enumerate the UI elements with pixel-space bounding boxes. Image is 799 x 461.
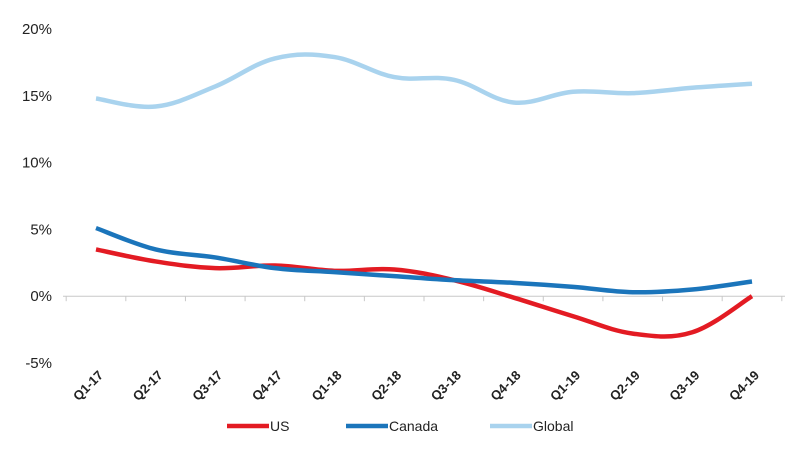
series-canada: [95, 225, 753, 295]
x-tick-label: Q3-18: [428, 368, 464, 404]
y-tick-label: 10%: [22, 155, 52, 172]
x-tick-label: Q2-19: [607, 368, 643, 404]
x-tick-label: Q4-18: [487, 368, 523, 404]
legend-label-us: US: [270, 418, 289, 434]
x-tick-label: Q4-17: [249, 368, 285, 404]
legend-label-canada: Canada: [389, 418, 438, 434]
x-tick-label: Q4-19: [726, 368, 762, 404]
legend: US Canada Global: [227, 418, 573, 434]
series-line-us: [95, 247, 754, 339]
x-tick-label: Q3-19: [666, 368, 702, 404]
x-axis: Q1-17 Q2-17 Q3-17 Q4-17 Q1-18 Q2-18 Q3-18 Q4-18…: [63, 295, 785, 404]
y-axis: -5% 0% 5% 10% 15% 20%: [22, 21, 52, 372]
x-tick-label: Q1-17: [70, 368, 106, 404]
series-line-global: [95, 52, 753, 110]
y-tick-label: 0%: [30, 288, 52, 305]
x-tick-label: Q2-17: [130, 368, 166, 404]
y-tick-label: 20%: [22, 21, 52, 38]
y-tick-label: 15%: [22, 88, 52, 105]
series-layer: [95, 52, 754, 339]
x-tick-label: Q3-17: [189, 368, 225, 404]
series-line-canada: [95, 225, 753, 295]
x-tick-label: Q2-18: [368, 368, 404, 404]
y-tick-label: -5%: [25, 355, 52, 372]
y-tick-label: 5%: [30, 221, 52, 238]
x-tick-label: Q1-18: [309, 368, 345, 404]
legend-label-global: Global: [533, 418, 573, 434]
x-tick-label: Q1-19: [547, 368, 583, 404]
series-global: [95, 52, 753, 110]
